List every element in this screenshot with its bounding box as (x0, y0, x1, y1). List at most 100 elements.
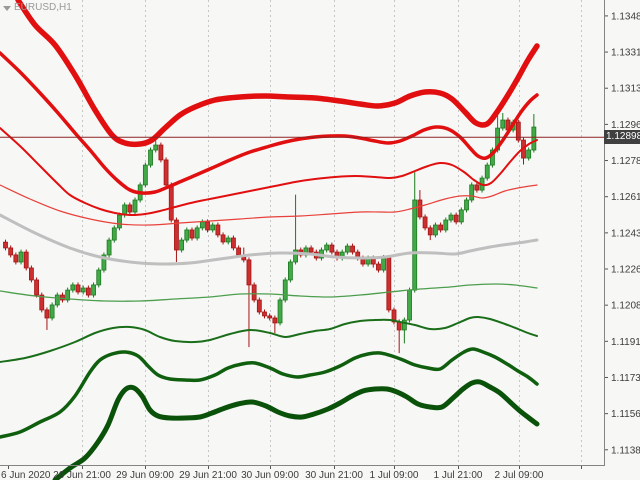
candle-body (34, 279, 39, 296)
candle-body (215, 224, 221, 236)
candle-body (401, 319, 407, 331)
time-axis[interactable]: 6 Jun 2020 26 Jun 21:00 29 Jun 09:00 29 Jun… (1, 466, 582, 480)
candle-body (60, 294, 65, 301)
candle-body (148, 149, 153, 166)
candle-body (267, 315, 273, 319)
price-axis[interactable]: 1.13485 1.13310 1.13135 1.12960 1.12785 1.126… (605, 11, 640, 456)
candle-body (464, 199, 469, 211)
candle-body (85, 287, 91, 296)
candle-body (412, 199, 418, 291)
candle-body (376, 263, 381, 271)
candle-body (158, 144, 164, 161)
candle-body (484, 164, 490, 179)
candle-body (308, 247, 314, 253)
candle-body (106, 239, 112, 256)
candle-body (28, 267, 34, 281)
candle-body (220, 234, 226, 243)
candle-body (8, 247, 14, 256)
candle-body (205, 221, 210, 231)
candle-body (453, 214, 459, 223)
candle-body (448, 214, 454, 221)
candle-body (386, 257, 392, 311)
price-axis-label: 1.12610 (611, 192, 640, 203)
candle-body (391, 309, 397, 323)
candle-body (153, 144, 159, 151)
candle-body (39, 294, 45, 311)
band-middle-band-gray (0, 213, 539, 266)
time-axis-label: 29 Jun 09:00 (116, 470, 174, 480)
candle-body (132, 199, 138, 213)
candle-body (168, 184, 174, 221)
candle-body (127, 204, 133, 213)
current-price-value: 1.12898 (606, 131, 640, 142)
time-axis-label: 6 Jun 2020 (1, 470, 51, 480)
candle-body (184, 229, 190, 241)
price-axis-label: 1.11735 (611, 373, 640, 384)
candle-body (80, 287, 86, 293)
candle-body (329, 244, 335, 253)
time-axis-label: 1 Jul 21:00 (434, 470, 483, 480)
candle-body (225, 237, 231, 243)
price-axis-label: 1.13310 (611, 48, 640, 59)
candle-body (101, 254, 107, 271)
candle-body (189, 229, 195, 239)
price-axis-label: 1.13485 (611, 11, 640, 22)
candle-body (179, 239, 185, 251)
band-lower-band-4-widest (52, 379, 540, 480)
price-axis-label: 1.11560 (611, 409, 640, 420)
symbol-dropdown-triangle-icon (3, 6, 11, 11)
candle-body (163, 159, 169, 186)
candle-body (49, 304, 55, 319)
candle-body (262, 311, 267, 317)
candle-body (500, 119, 506, 129)
candle-body (458, 209, 464, 223)
candle-body (111, 227, 117, 241)
candle-body (194, 227, 200, 239)
candle-body (324, 244, 330, 251)
price-axis-label: 1.12260 (611, 265, 640, 276)
price-axis-label: 1.12435 (611, 228, 640, 239)
candle-body (96, 269, 102, 286)
price-axis-label: 1.12785 (611, 156, 640, 167)
price-axis-label: 1.11385 (611, 445, 640, 456)
candle-body (210, 224, 216, 231)
time-axis-label: 26 Jun 21:00 (53, 470, 111, 480)
candle-body (44, 309, 50, 319)
candle-body (13, 254, 19, 263)
candle-body (199, 221, 205, 229)
candle-body (142, 164, 148, 186)
candle-body (422, 216, 428, 229)
candle-body (277, 299, 283, 324)
candle-body (526, 149, 532, 159)
price-axis-label: 1.12085 (611, 301, 640, 312)
candle-body (443, 219, 449, 231)
candle-body (246, 259, 252, 286)
band-upper-band-1-thin (0, 184, 538, 226)
candle-body (282, 279, 288, 301)
band-upper-band-4-widest (15, 0, 540, 148)
candle-body (474, 184, 480, 191)
candle-body (3, 241, 8, 249)
candle-body (18, 251, 24, 263)
candle-body (70, 284, 76, 291)
price-axis-label: 1.12960 (611, 120, 640, 131)
candle-body (381, 257, 387, 271)
candle-body (174, 219, 179, 251)
symbol-label-text: EURUSD,H1 (14, 2, 72, 13)
candle-body (438, 224, 444, 231)
candle-body (433, 224, 438, 236)
candle-body (236, 247, 242, 256)
candle-body (23, 251, 29, 269)
candle-body (427, 227, 433, 236)
candle-body (293, 249, 298, 263)
candle-body (344, 245, 350, 253)
candle-body (515, 121, 521, 141)
time-axis-label: 1 Jul 09:00 (370, 470, 419, 480)
candle-body (231, 237, 236, 249)
candle-body (272, 317, 278, 324)
candle-body (407, 289, 412, 321)
band-upper-band-2 (0, 127, 538, 217)
